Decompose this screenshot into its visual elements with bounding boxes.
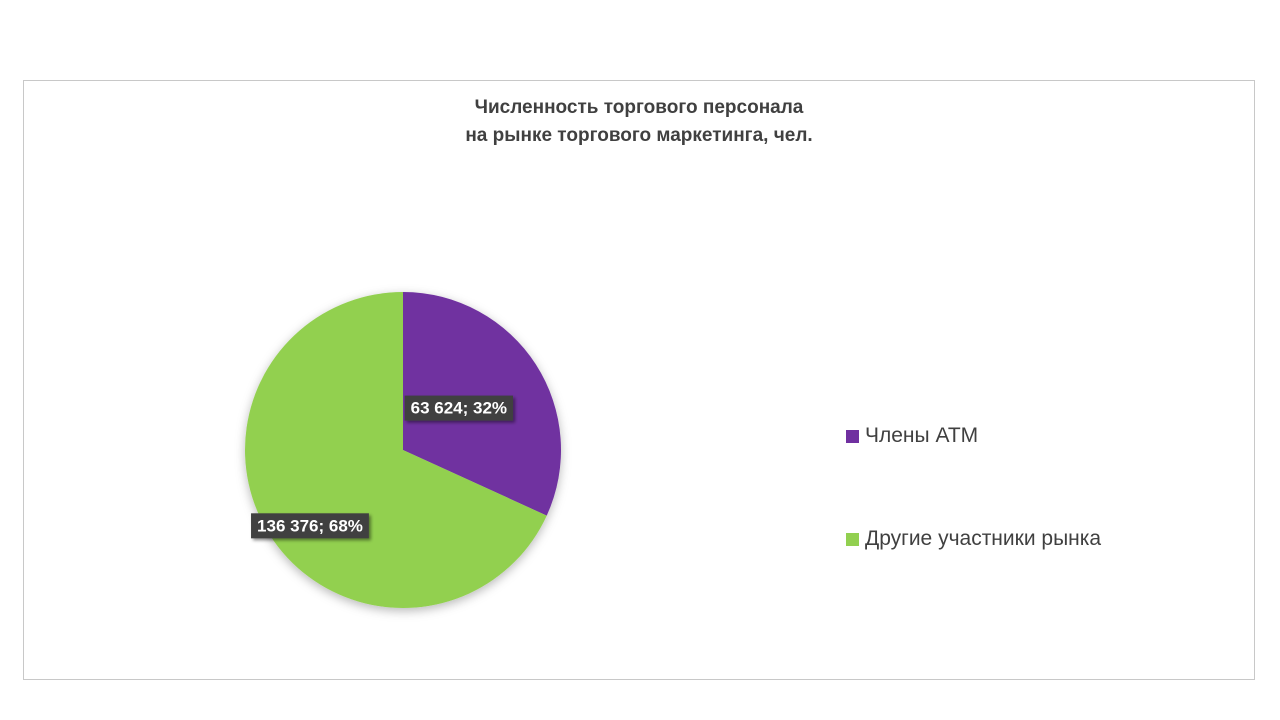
legend-label-atm: Члены АТМ — [865, 424, 979, 447]
chart-title: Численность торгового персонала на рынке… — [24, 94, 1254, 150]
chart-legend: Члены АТМ Другие участники рынка — [846, 81, 1226, 679]
legend-swatch-other — [846, 532, 859, 546]
chart-title-line-1: Численность торгового персонала — [474, 97, 804, 118]
chart-frame: Численность торгового персонала на рынке… — [23, 80, 1255, 680]
data-label-1: 136 376; 68% — [251, 513, 369, 539]
legend-label-other: Другие участники рынка — [865, 527, 1102, 550]
data-label-text-0: 63 624; 32% — [411, 399, 507, 418]
data-label-box-0 — [404, 395, 514, 421]
legend-item-other: Другие участники рынка — [846, 527, 1101, 551]
legend-item-atm: Члены АТМ — [846, 424, 978, 448]
pie-chart: 63 624; 32% 136 376; 68% — [245, 292, 561, 608]
chart-title-line-2: на рынке торгового маркетинга, чел. — [465, 125, 813, 146]
legend-swatch-atm — [846, 429, 859, 443]
data-label-text-1: 136 376; 68% — [257, 516, 363, 535]
data-label-box-1 — [251, 513, 369, 539]
data-label-0: 63 624; 32% — [404, 395, 514, 421]
